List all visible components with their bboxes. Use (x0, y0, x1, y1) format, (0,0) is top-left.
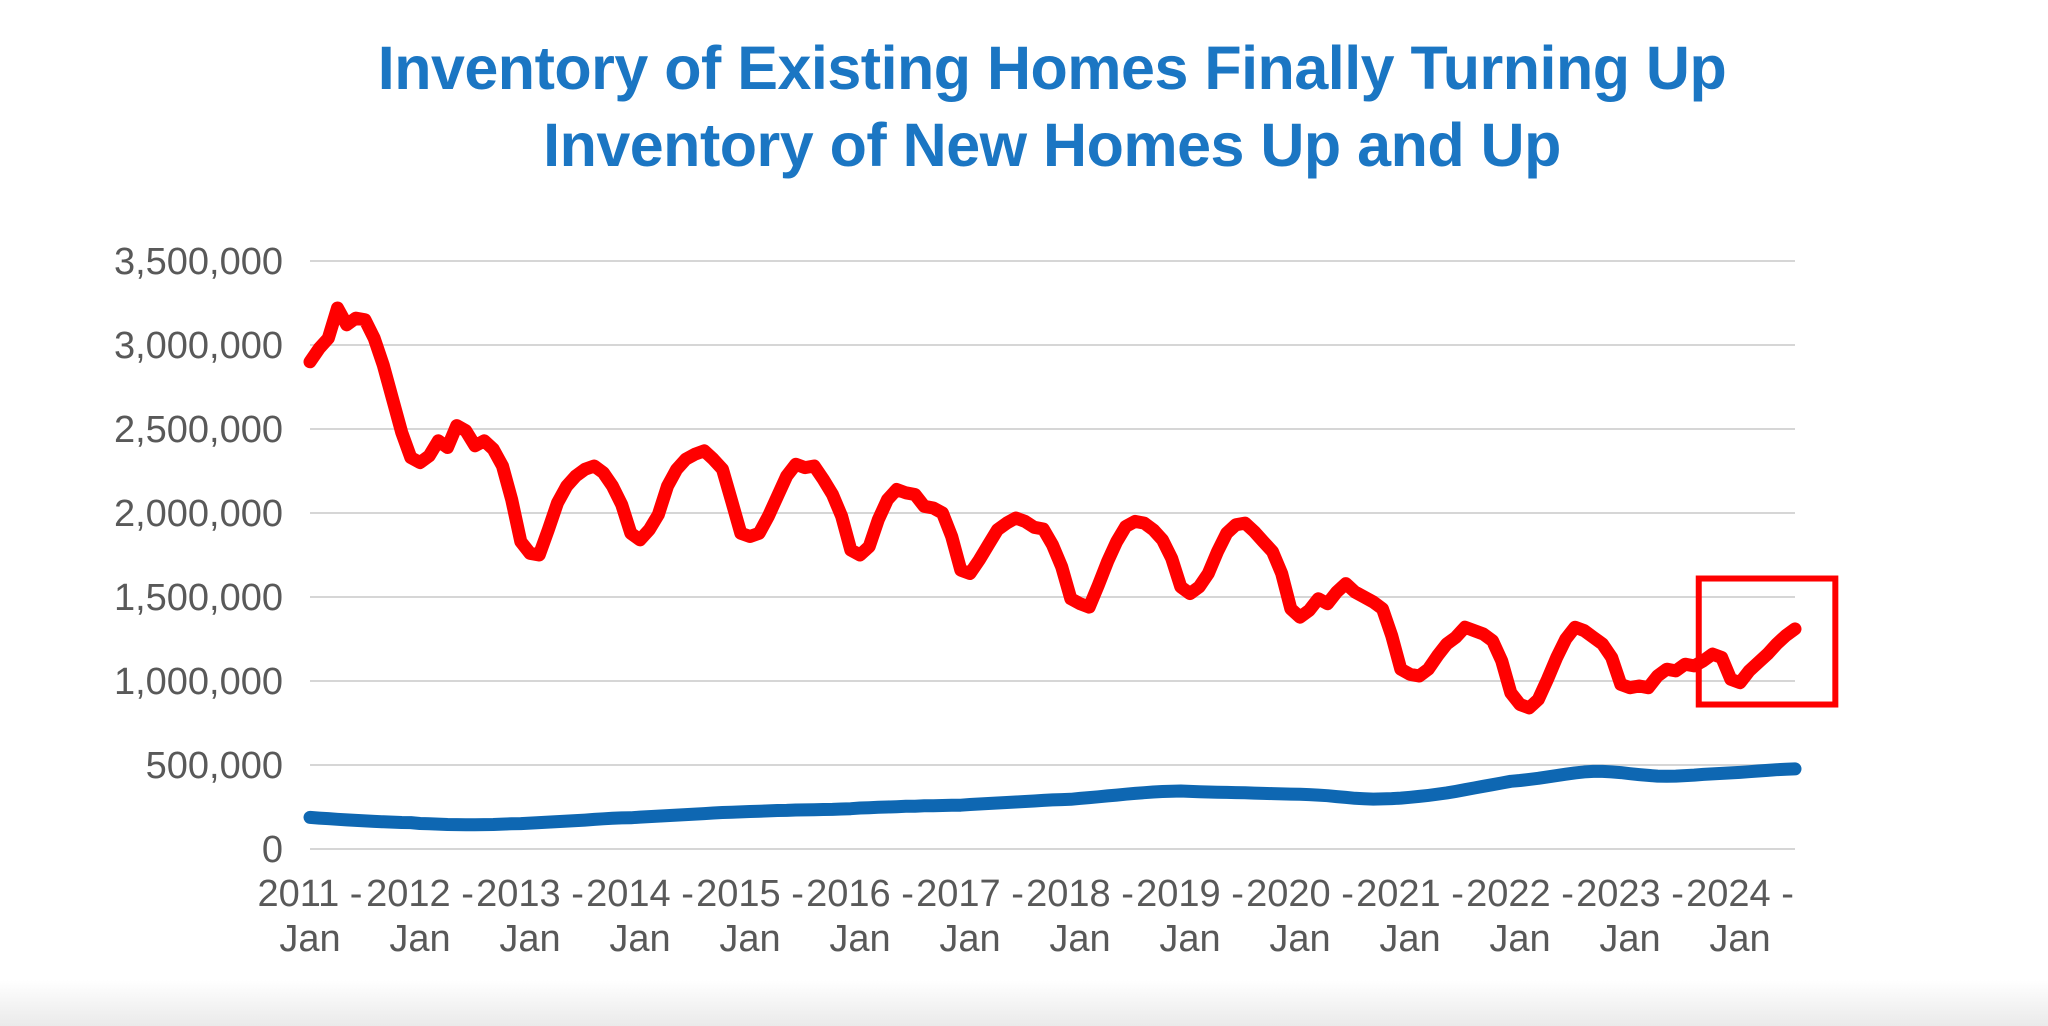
x-axis-tick-label-month: Jan (1269, 918, 1330, 960)
x-axis-tick-label-year: 2021 - (1356, 873, 1464, 915)
x-axis-tick-label-year: 2018 - (1026, 873, 1134, 915)
y-axis-tick-label: 3,500,000 (114, 241, 283, 283)
y-axis-tick-label: 2,500,000 (114, 409, 283, 451)
x-axis-tick-label-month: Jan (829, 918, 890, 960)
x-axis-tick-label-month: Jan (389, 918, 450, 960)
x-axis-tick-label-year: 2012 - (366, 873, 474, 915)
x-axis-tick-label-month: Jan (1379, 918, 1440, 960)
x-axis-tick-label-year: 2019 - (1136, 873, 1244, 915)
x-axis-tick-label-year: 2022 - (1466, 873, 1574, 915)
x-axis-tick-label-month: Jan (1049, 918, 1110, 960)
x-axis-tick-label-month: Jan (719, 918, 780, 960)
y-axis-tick-label: 3,000,000 (114, 325, 283, 367)
x-axis-tick-label-year: 2017 - (916, 873, 1024, 915)
x-axis-tick-label-month: Jan (499, 918, 560, 960)
x-axis-tick-label-month: Jan (1489, 918, 1550, 960)
x-axis-tick-label-month: Jan (939, 918, 1000, 960)
x-axis-tick-label-year: 2014 - (586, 873, 694, 915)
y-axis-tick-label: 1,000,000 (114, 661, 283, 703)
y-axis-tick-label: 500,000 (146, 745, 283, 787)
x-axis-tick-label-month: Jan (1599, 918, 1660, 960)
y-axis-tick-label: 1,500,000 (114, 577, 283, 619)
bottom-fade-decoration (0, 980, 2048, 1026)
x-axis-tick-label-month: Jan (609, 918, 670, 960)
x-axis-tick-label-year: 2015 - (696, 873, 804, 915)
chart-title-line2: Inventory of New Homes Up and Up (543, 111, 1561, 179)
y-axis-tick-label: 0 (262, 829, 283, 871)
x-axis-tick-label-year: 2011 - (258, 873, 363, 915)
chart-title-line1: Inventory of Existing Homes Finally Turn… (377, 34, 1727, 102)
inventory-of-new-homes-line (303, 762, 1802, 832)
x-axis-tick-label-month: Jan (279, 918, 340, 960)
inventory-of-existing-homes-line (303, 301, 1802, 715)
x-axis-tick-label-month: Jan (1159, 918, 1220, 960)
x-axis-tick-label-month: Jan (1709, 918, 1770, 960)
highlight-box-annotation (1695, 575, 1839, 708)
x-axis-tick-label-year: 2024 - (1686, 873, 1794, 915)
x-axis-tick-label-year: 2013 - (476, 873, 584, 915)
x-axis-tick-label-year: 2016 - (806, 873, 914, 915)
chart-title: Inventory of Existing Homes Finally Turn… (56, 30, 2048, 184)
x-axis-tick-label-year: 2020 - (1246, 873, 1354, 915)
y-axis-tick-label: 2,000,000 (114, 493, 283, 535)
x-axis-tick-label-year: 2023 - (1576, 873, 1684, 915)
